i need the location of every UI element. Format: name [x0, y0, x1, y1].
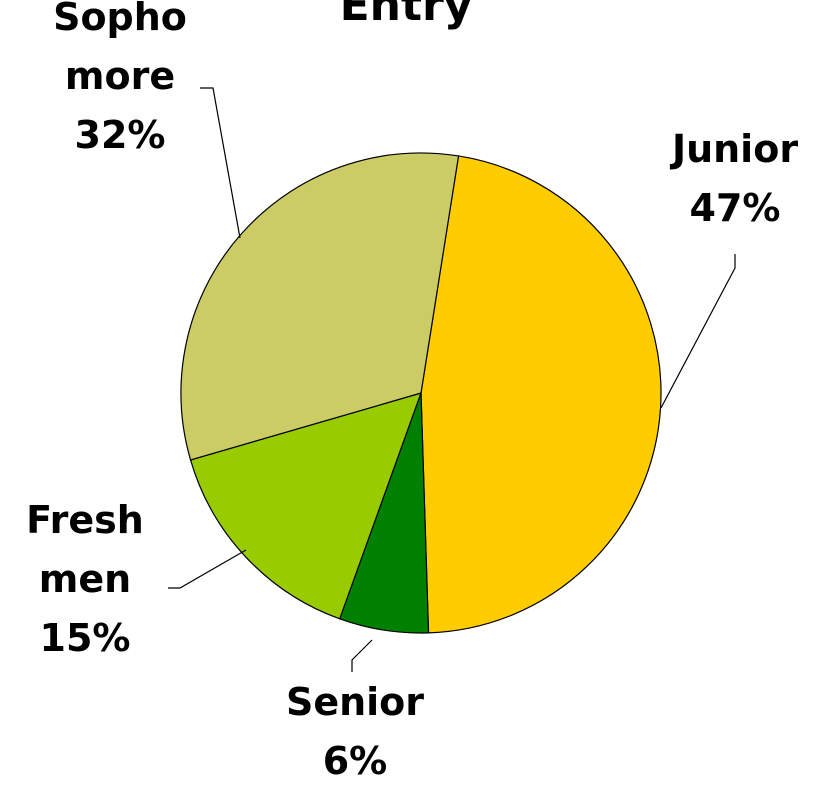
slice-label: Junior [669, 127, 798, 171]
chart-title: Entry [340, 0, 473, 31]
slice-label: Sopho more [53, 0, 187, 98]
pie-slice [420, 155, 662, 634]
pie-slice [180, 152, 460, 461]
slice-value-label: 6% [323, 739, 388, 783]
slice-value-label: 47% [690, 186, 781, 230]
leader-line [168, 549, 247, 589]
pie-slice [189, 392, 422, 620]
slice-label: Fresh men [26, 498, 144, 601]
slice-value-label: 32% [75, 113, 166, 157]
slice-value-label: 15% [40, 616, 131, 660]
leader-line [351, 639, 373, 672]
slice-label: Senior [286, 680, 424, 724]
leader-line [660, 254, 736, 409]
leader-lines [168, 87, 736, 672]
leader-line [200, 87, 241, 239]
